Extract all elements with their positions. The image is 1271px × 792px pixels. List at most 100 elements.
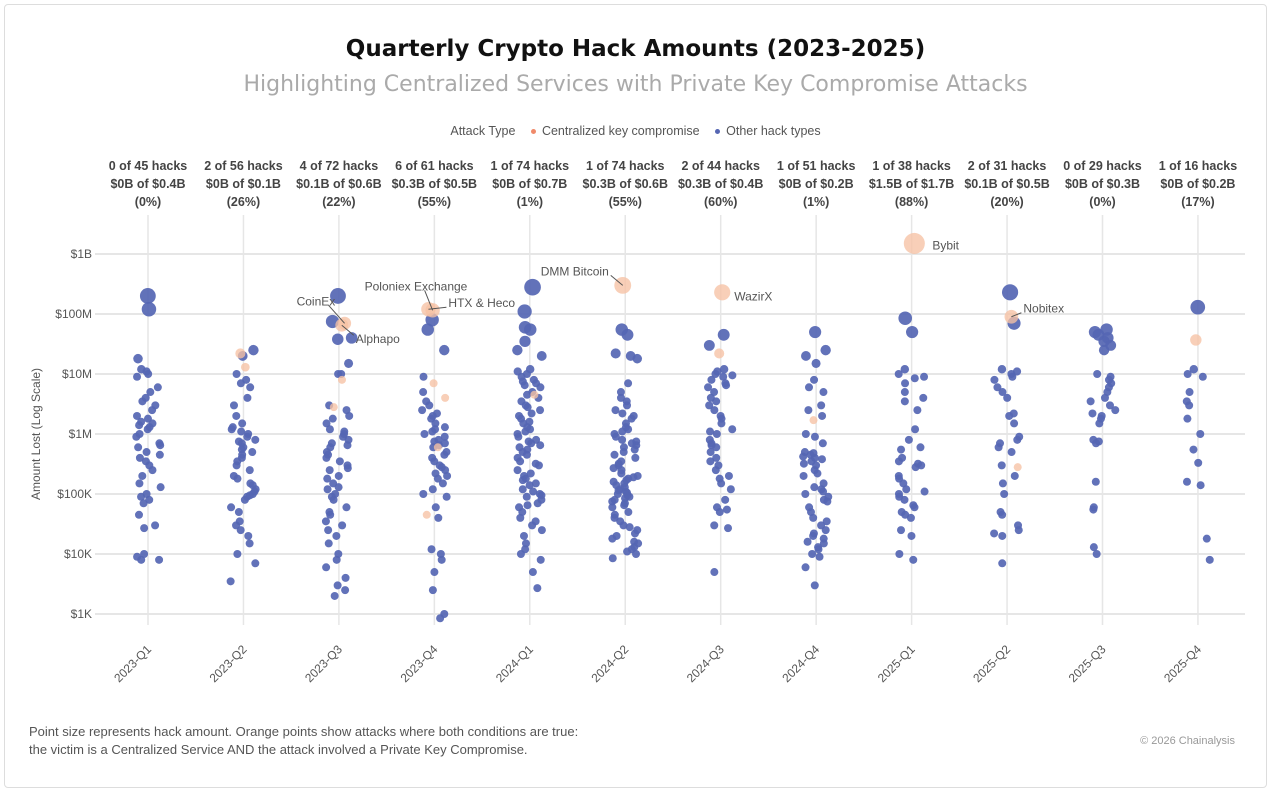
point-other — [616, 388, 625, 397]
point-other — [717, 479, 726, 488]
point-other — [1098, 344, 1110, 356]
point-other — [810, 581, 819, 590]
point-other — [1092, 550, 1101, 558]
point-other — [809, 325, 822, 339]
quarter-summary: 1 of 38 hacks — [872, 159, 951, 173]
point-centralized — [903, 232, 925, 254]
point-other — [707, 375, 716, 384]
point-other — [238, 419, 247, 428]
quarter-summary: 0 of 29 hacks — [1063, 159, 1142, 173]
point-other — [630, 529, 639, 538]
point-other — [236, 379, 245, 388]
point-other — [990, 375, 999, 384]
point-other — [632, 353, 643, 364]
point-other — [994, 443, 1003, 452]
point-other — [710, 568, 719, 577]
annotation-label: WazirX — [734, 289, 772, 303]
annotation-label: Alphapo — [356, 332, 400, 346]
point-other — [132, 411, 141, 420]
point-other — [155, 450, 164, 459]
y-tick-label: $10M — [62, 367, 92, 381]
point-other — [906, 513, 915, 522]
quarter-summary: $0.3B of $0.5B — [392, 177, 477, 191]
point-other — [428, 427, 437, 436]
point-other — [997, 365, 1007, 374]
point-other — [243, 432, 252, 441]
annotation-label: Nobitex — [1023, 302, 1064, 316]
point-other — [610, 348, 621, 359]
legend-item-centralized[interactable]: Centralized key compromise — [530, 124, 700, 138]
point-other — [135, 479, 144, 488]
point-other — [804, 406, 813, 415]
quarter-summary: $0B of $0.3B — [1065, 177, 1140, 191]
point-other — [245, 466, 254, 475]
point-other — [138, 471, 147, 480]
point-other — [1183, 370, 1192, 378]
point-other — [324, 526, 333, 535]
point-other — [997, 461, 1006, 470]
point-other — [1088, 409, 1097, 418]
point-other — [322, 419, 331, 428]
point-other — [1003, 393, 1012, 402]
point-other — [1100, 393, 1109, 402]
point-other — [703, 339, 715, 351]
point-other — [522, 450, 531, 459]
legend-title: Attack Type — [450, 124, 516, 138]
point-other — [820, 344, 831, 356]
point-other — [724, 524, 733, 533]
point-centralized — [614, 276, 632, 294]
point-other — [326, 510, 335, 519]
point-other — [420, 430, 429, 438]
point-other — [822, 517, 831, 526]
point-other — [443, 471, 452, 480]
point-other — [243, 393, 252, 402]
point-other — [226, 577, 235, 586]
point-other — [251, 435, 260, 444]
point-other — [519, 531, 528, 540]
y-tick-label: $1M — [69, 427, 92, 441]
point-other — [1190, 299, 1206, 315]
legend-item-other[interactable]: Other hack types — [715, 124, 821, 138]
point-other — [611, 432, 620, 441]
point-other — [630, 445, 639, 454]
point-other — [910, 374, 919, 383]
point-other — [909, 555, 918, 564]
quarter-summary: $0B of $0.4B — [110, 177, 185, 191]
point-other — [329, 495, 338, 504]
point-other — [609, 464, 618, 473]
point-other — [897, 445, 906, 454]
point-other — [1185, 401, 1194, 410]
point-other — [343, 441, 352, 450]
point-other — [531, 479, 540, 488]
point-other — [151, 521, 160, 530]
point-other — [722, 381, 731, 390]
quarter-summary: 1 of 16 hacks — [1159, 159, 1238, 173]
quarter-summary: $0.1B of $0.6B — [296, 177, 381, 191]
point-other — [323, 485, 332, 494]
point-other — [900, 388, 909, 397]
point-other — [438, 479, 447, 488]
point-other — [801, 351, 811, 361]
point-other — [799, 452, 808, 461]
y-tick-label: $100K — [57, 487, 92, 501]
x-tick-label: 2023-Q1 — [111, 642, 154, 685]
point-other — [610, 450, 619, 459]
point-other — [920, 487, 929, 496]
point-other — [920, 372, 929, 381]
quarter-summary: (1%) — [517, 195, 543, 209]
point-other — [437, 555, 446, 564]
point-other — [902, 485, 911, 494]
quarter-summary: $1.5B of $1.7B — [869, 177, 954, 191]
quarter-summary: $0B of $0.2B — [779, 177, 854, 191]
point-other — [618, 427, 627, 436]
point-other — [334, 483, 343, 492]
point-other — [134, 510, 143, 519]
point-other — [618, 435, 627, 444]
point-other — [344, 358, 354, 368]
point-other — [229, 401, 238, 410]
point-other — [332, 333, 344, 345]
point-other — [135, 453, 144, 462]
quarter-summary: (55%) — [418, 195, 451, 209]
point-other — [617, 469, 626, 478]
point-other — [1194, 458, 1203, 467]
